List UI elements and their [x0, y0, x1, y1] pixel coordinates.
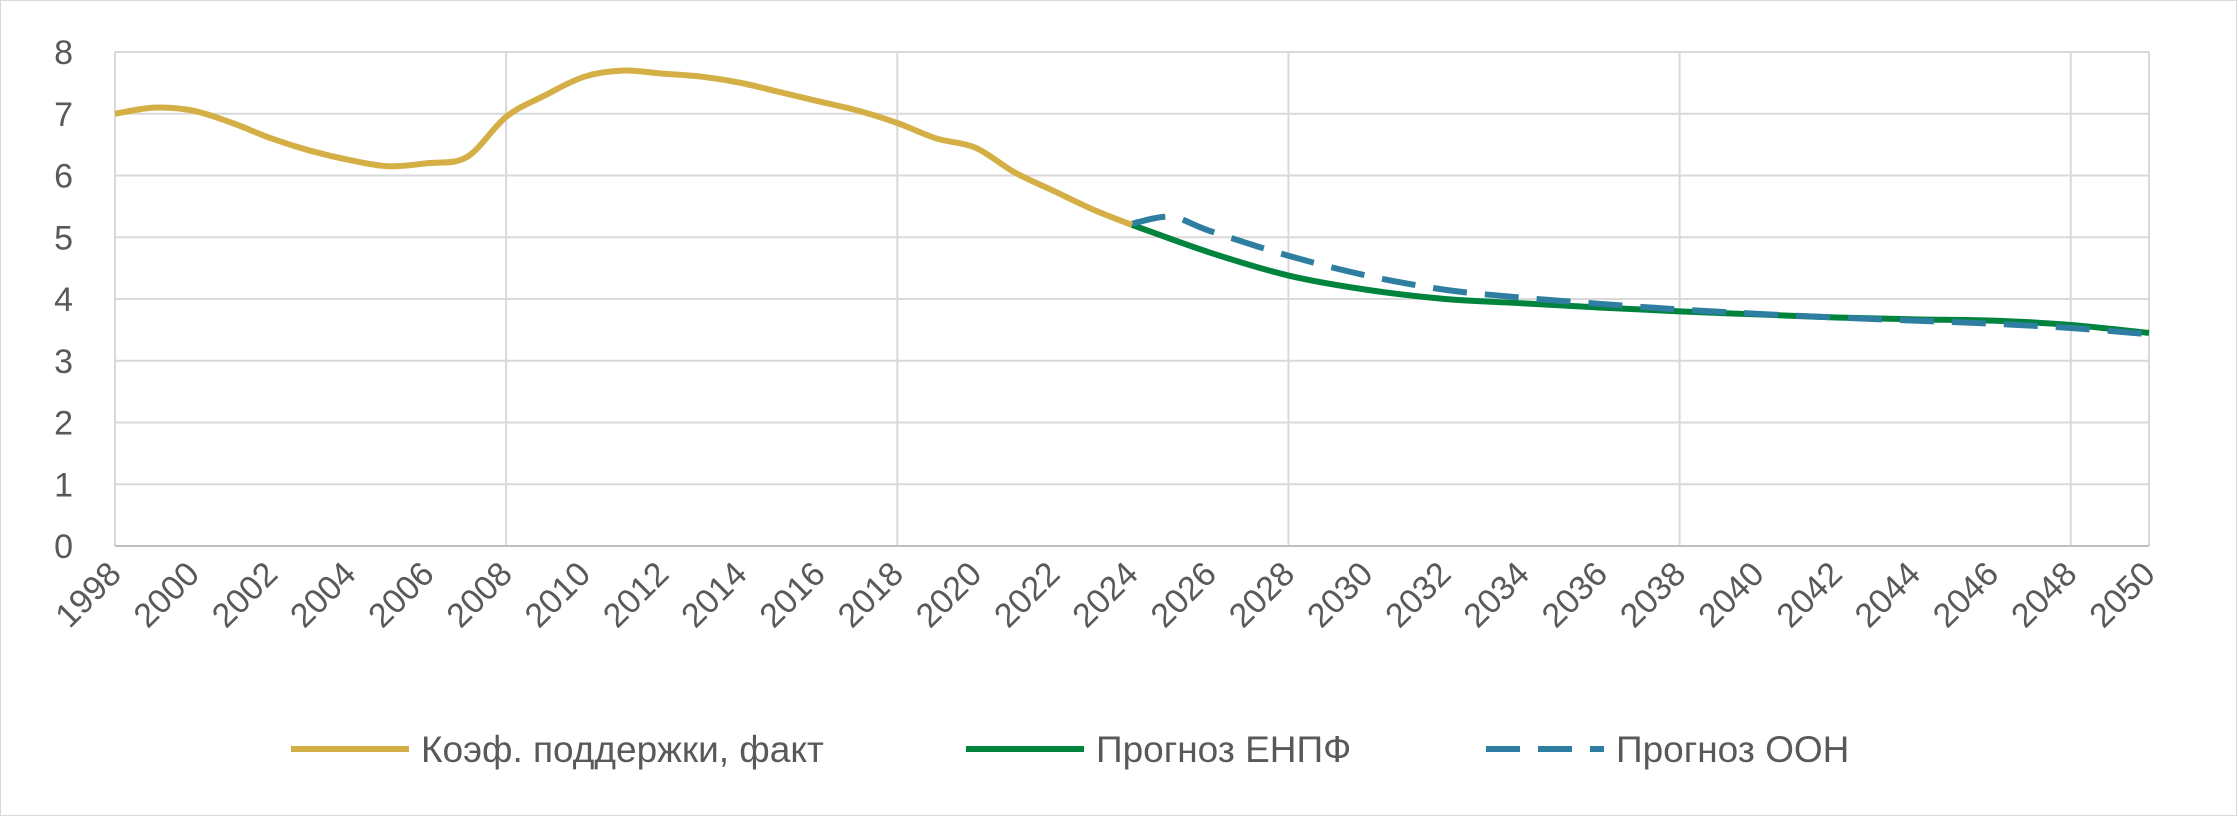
x-tick-label: 2008: [439, 555, 519, 635]
x-tick-label: 2046: [1926, 555, 2006, 635]
y-tick-label: 1: [54, 466, 73, 504]
x-tick-label: 2014: [674, 555, 754, 635]
y-tick-label: 3: [54, 343, 73, 381]
legend-label-0: Коэф. поддержки, факт: [421, 729, 824, 770]
legend: Коэф. поддержки, факт Прогноз ЕНПФ Прогноз…: [291, 729, 1849, 770]
x-tick-label: 2022: [987, 555, 1067, 635]
legend-label-2: Прогноз ООН: [1616, 729, 1849, 770]
y-axis-ticks: 0 1 2 3 4 5 6 7 8: [54, 34, 73, 566]
series-lines: [114, 67, 2150, 338]
x-tick-label: 2038: [1613, 555, 1693, 635]
x-axis-ticks: 1998200020022004200620082010201220142016…: [48, 555, 2162, 635]
x-tick-label: 2032: [1378, 555, 1458, 635]
y-tick-label: 4: [54, 281, 73, 319]
x-tick-label: 2002: [205, 555, 285, 635]
x-tick-label: 2020: [909, 555, 989, 635]
series-line-2: [1131, 213, 2150, 338]
x-tick-label: 2048: [2004, 555, 2084, 635]
y-tick-label: 6: [54, 158, 73, 196]
x-tick-label: 1998: [48, 555, 128, 635]
series-line-0: [114, 67, 1134, 228]
x-tick-label: 2004: [283, 555, 363, 635]
legend-label-1: Прогноз ЕНПФ: [1096, 729, 1351, 770]
y-tick-label: 7: [54, 96, 73, 134]
y-tick-label: 5: [54, 219, 73, 257]
x-tick-label: 2026: [1144, 555, 1224, 635]
x-tick-label: 2018: [831, 555, 911, 635]
x-tick-label: 2024: [1065, 555, 1145, 635]
grid: [114, 51, 2150, 547]
x-tick-label: 2012: [596, 555, 676, 635]
x-tick-label: 2010: [518, 555, 598, 635]
x-tick-label: 2040: [1691, 555, 1771, 635]
x-tick-label: 2042: [1769, 555, 1849, 635]
x-tick-label: 2034: [1456, 555, 1536, 635]
x-tick-label: 2044: [1848, 555, 1928, 635]
x-tick-label: 2006: [361, 555, 441, 635]
x-tick-label: 2000: [127, 555, 207, 635]
y-tick-label: 8: [54, 34, 73, 72]
x-tick-label: 2028: [1222, 555, 1302, 635]
y-tick-label: 2: [54, 405, 73, 443]
x-tick-label: 2030: [1300, 555, 1380, 635]
x-tick-label: 2016: [752, 555, 832, 635]
x-tick-label: 2036: [1535, 555, 1615, 635]
x-tick-label: 2050: [2082, 555, 2162, 635]
y-tick-label: 0: [54, 528, 73, 566]
series-line-1: [1130, 222, 2150, 336]
